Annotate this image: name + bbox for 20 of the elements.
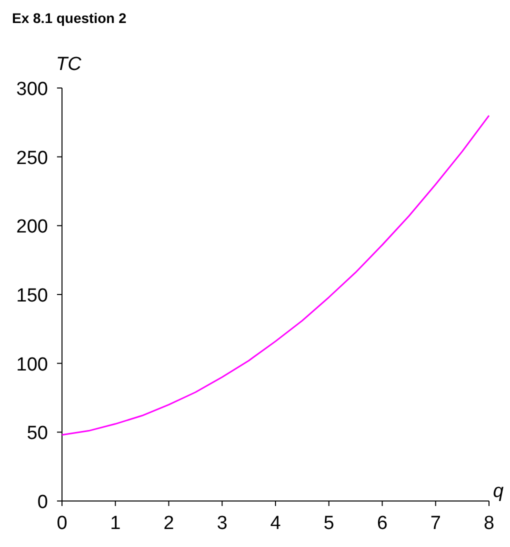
y-tick-label: 300	[16, 79, 48, 100]
x-tick-label: 7	[430, 513, 441, 534]
x-tick-label: 1	[110, 513, 121, 534]
y-tick-label: 50	[26, 423, 48, 444]
x-tick-label: 8	[484, 513, 494, 534]
chart-title: Ex 8.1 question 2	[12, 10, 127, 26]
y-tick-label: 100	[16, 354, 48, 376]
x-axis-title: q	[493, 481, 504, 502]
x-tick-label: 5	[324, 513, 334, 534]
x-tick-label: 3	[216, 513, 228, 534]
y-axis-title: TC	[56, 54, 82, 75]
y-tick-label: 150	[16, 286, 48, 306]
y-tick-label: 0	[37, 492, 48, 513]
y-tick-label: 200	[16, 216, 48, 238]
line-series	[61, 114, 490, 436]
x-tick-label: 2	[163, 513, 174, 534]
x-tick-label: 4	[270, 513, 282, 534]
x-tick-label: 0	[56, 513, 68, 534]
x-tick-label: 6	[376, 513, 388, 534]
y-tick-label: 250	[16, 148, 48, 169]
